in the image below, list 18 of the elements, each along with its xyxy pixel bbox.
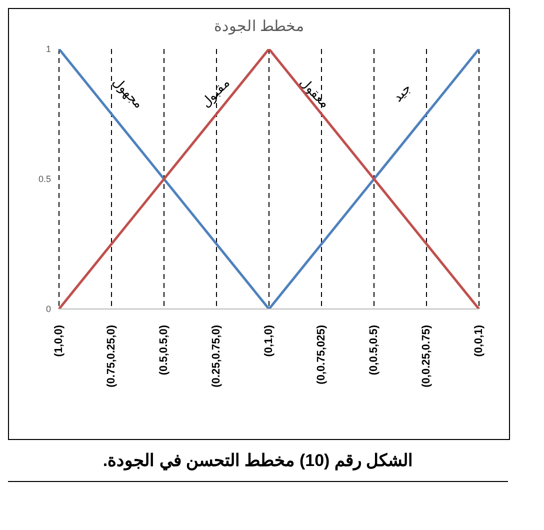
annotation: جيد [390, 80, 414, 105]
x-tick-label: (0,0.25,0.75) [420, 324, 432, 388]
x-tick-label: (0,0.75,025) [316, 324, 328, 384]
annotation: مقبول [198, 75, 234, 111]
y-tick-label: 0 [46, 304, 51, 314]
y-tick-label: 1 [46, 44, 51, 54]
y-tick-label: 0.5 [38, 174, 51, 184]
x-tick-label: (0,0,1) [473, 324, 485, 357]
text: الشكل رقم (10) مخطط التحسن في الجودة. [8, 440, 508, 482]
chart-title: مخطط الجودة [214, 18, 304, 35]
x-tick-label: (0,0.5,0.5) [368, 324, 380, 376]
line-series [58, 49, 480, 309]
x-tick-label: (0.5,0.5,0) [158, 324, 170, 376]
x-tick-label: (0,1,0) [263, 324, 275, 357]
x-tick-label: (0.75,0.25,0) [106, 324, 118, 388]
annotation: مجهول [109, 74, 147, 112]
x-tick-label: (0.25,0.75,0) [210, 324, 222, 388]
x-tick-label: (1,0,0) [53, 324, 65, 357]
